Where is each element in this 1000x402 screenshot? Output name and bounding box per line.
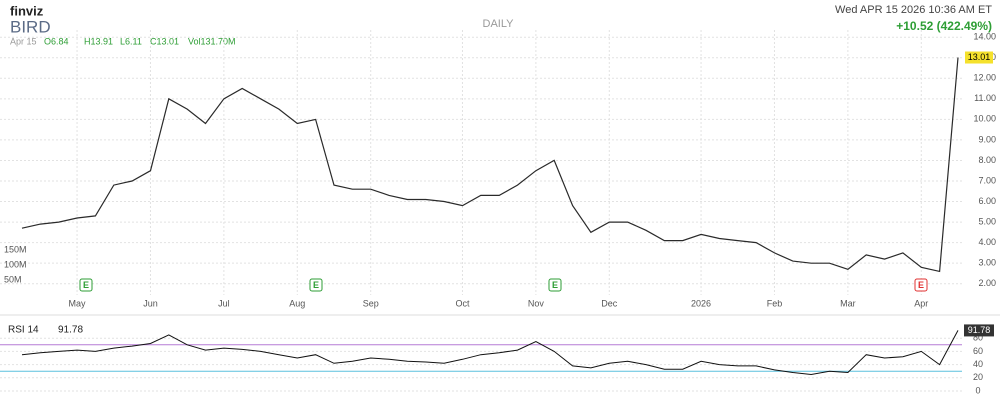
quote-low: L6.11: [120, 36, 142, 46]
y-tick-label: 5.00: [978, 216, 996, 226]
rsi-current-tag: [964, 324, 994, 337]
logo: finviz: [10, 3, 44, 18]
y-tick-label: 0: [975, 385, 980, 395]
earnings-marker: [914, 278, 928, 292]
last-price-tag: [965, 51, 993, 64]
rsi-current: 91.78: [58, 325, 83, 336]
quote-open: O6.84: [44, 36, 69, 46]
x-tick-label: Oct: [455, 298, 470, 308]
x-tick-label: Sep: [363, 298, 379, 308]
x-tick-label: Apr: [914, 298, 928, 308]
quote-date: Apr 15: [10, 36, 37, 46]
quote-close: C13.01: [150, 36, 179, 46]
earnings-label: E: [552, 280, 558, 290]
rsi-title: RSI 14: [8, 325, 39, 336]
y-tick-label: 80: [973, 333, 983, 343]
y-tick-label: 10.00: [973, 114, 996, 124]
y-tick-label: 7.00: [978, 175, 996, 185]
ticker: BIRD: [10, 17, 51, 36]
x-tick-label: Dec: [601, 298, 618, 308]
change: +10.52 (422.49%): [896, 19, 992, 33]
y-tick-label: 8.00: [978, 155, 996, 165]
y-tick-label: 60: [973, 346, 983, 356]
price-line: [21, 330, 959, 376]
y-tick-label: 14.00: [973, 32, 996, 42]
x-tick-label: Mar: [840, 298, 856, 308]
x-tick-label: Aug: [289, 298, 305, 308]
earnings-label: E: [313, 280, 319, 290]
y-tick-label: 3.00: [978, 258, 996, 268]
quote-high: H13.91: [84, 36, 113, 46]
y-tick-label: 6.00: [978, 196, 996, 206]
y-tick-label: 20: [973, 372, 983, 382]
y-tick-label: 4.00: [978, 237, 996, 247]
earnings-marker: [79, 278, 93, 292]
timeframe: DAILY: [483, 18, 515, 30]
volume-tick-label: 50M: [4, 274, 22, 284]
x-tick-label: May: [69, 298, 87, 308]
earnings-label: E: [83, 280, 89, 290]
volume-tick-label: 150M: [4, 244, 27, 254]
price-line: [21, 57, 959, 273]
x-tick-label: Jun: [143, 298, 158, 308]
y-tick-label: 12.00: [973, 73, 996, 83]
quote-volume: Vol131.70M: [188, 36, 236, 46]
earnings-label: E: [918, 280, 924, 290]
x-tick-label: 2026: [691, 298, 711, 308]
volume-tick-label: 100M: [4, 259, 27, 269]
earnings-marker: [548, 278, 562, 292]
y-tick-label: 11.00: [974, 93, 996, 103]
earnings-marker: [309, 278, 323, 292]
x-tick-label: Nov: [528, 298, 545, 308]
y-tick-label: 2.00: [978, 278, 996, 288]
y-tick-label: 40: [973, 359, 983, 369]
rsi-current-tag-label: 91.78: [968, 325, 991, 335]
x-tick-label: Feb: [767, 298, 783, 308]
y-tick-label: 9.00: [978, 134, 996, 144]
x-tick-label: Jul: [218, 298, 230, 308]
datetime: Wed APR 15 2026 10:36 AM ET: [835, 4, 992, 16]
last-price-label: 13.01: [968, 52, 991, 62]
